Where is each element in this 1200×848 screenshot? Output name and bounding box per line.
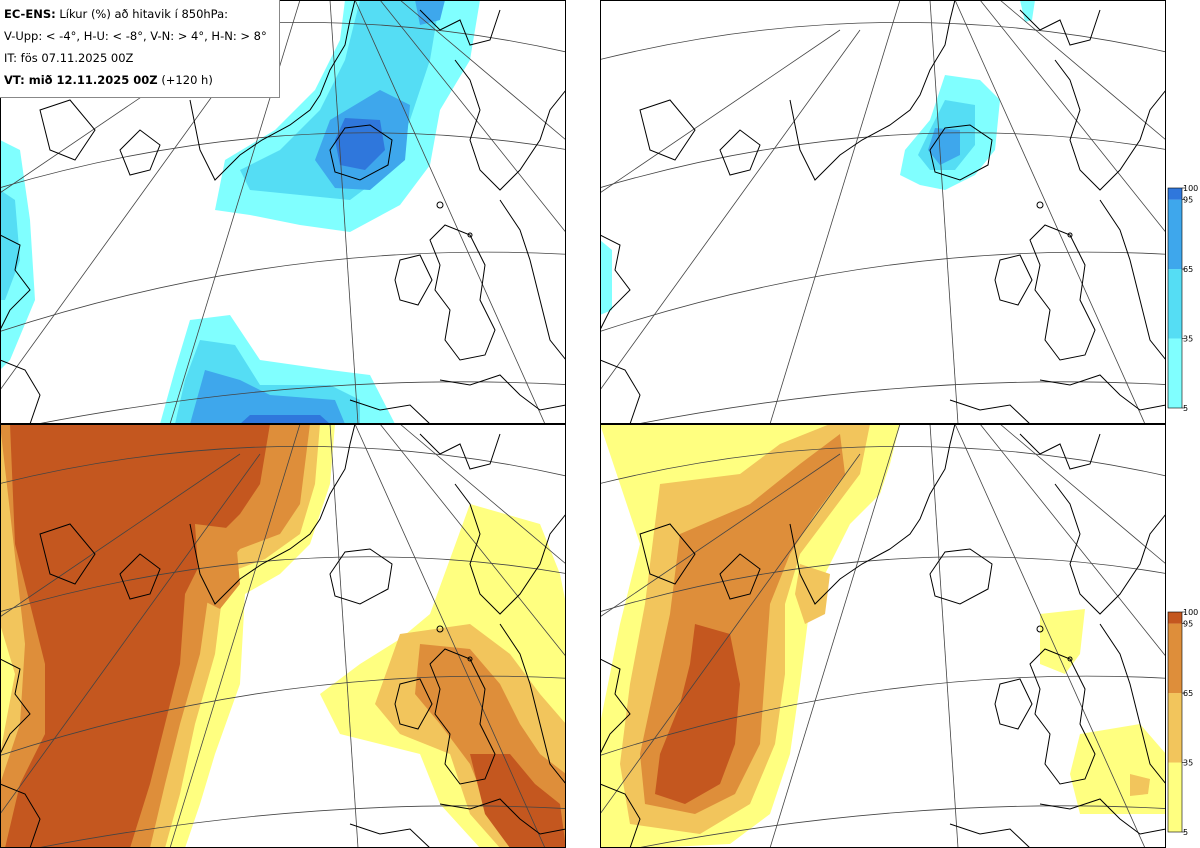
colorbar-segment	[1168, 338, 1182, 408]
colorbar-tick-label: 35	[1183, 335, 1193, 344]
model-label: EC-ENS:	[4, 7, 56, 21]
colorbar-segment	[1168, 199, 1182, 270]
colorbar-tick-label: 65	[1183, 265, 1193, 274]
panel-bottom-right	[600, 424, 1166, 848]
colorbar-segment	[1168, 612, 1182, 624]
colorbar-cold-top: 100 95 65 35 5	[1167, 184, 1198, 413]
colorbar-tick-label: 95	[1183, 196, 1193, 205]
panel-bottom-left	[0, 424, 566, 848]
colorbar-tick-label: 35	[1183, 759, 1193, 768]
initial-time: IT: fös 07.11.2025 00Z	[4, 51, 134, 65]
valid-time: VT: mið 12.11.2025 00Z	[4, 73, 158, 87]
colorbar-warm-bottom: 100 95 65 35 5	[1167, 608, 1198, 837]
legend-text: V-Upp: < -4°, H-U: < -8°, V-N: > 4°, H-N…	[4, 29, 267, 43]
colorbar-frame	[1167, 611, 1183, 833]
colorbar-segment	[1168, 188, 1182, 200]
info-title-line: EC-ENS: Líkur (%) að hitavik í 850hPa:	[4, 3, 279, 25]
colorbar-segment	[1168, 693, 1182, 763]
info-box: EC-ENS: Líkur (%) að hitavik í 850hPa: V…	[0, 0, 280, 98]
colorbar-tick-label: 5	[1183, 828, 1188, 837]
panel-top-left	[0, 0, 566, 424]
colorbars: 100 95 65 35 5 100 95 65 35 5	[1167, 184, 1198, 837]
colorbar-segment	[1168, 623, 1182, 694]
colorbar-frame	[1167, 187, 1183, 409]
title-text: Líkur (%) að hitavik í 850hPa:	[59, 7, 229, 21]
colorbar-tick-label: 100	[1183, 184, 1198, 193]
lead-time: (+120 h)	[161, 73, 213, 87]
colorbar-tick-label: 95	[1183, 620, 1193, 629]
colorbar-segment	[1168, 762, 1182, 832]
panel-top-right	[600, 0, 1166, 424]
colorbar-tick-label: 100	[1183, 608, 1198, 617]
colorbar-tick-label: 65	[1183, 689, 1193, 698]
valid-time-line: VT: mið 12.11.2025 00Z (+120 h)	[4, 69, 279, 91]
colorbar-tick-label: 5	[1183, 404, 1188, 413]
colorbar-segment	[1168, 269, 1182, 339]
